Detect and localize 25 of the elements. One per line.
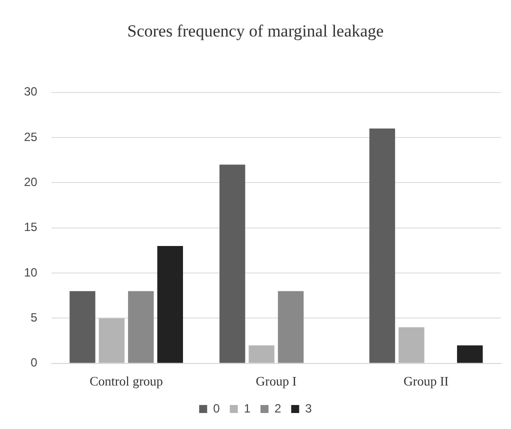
y-tick-label: 5 (30, 310, 38, 325)
legend-label: 0 (213, 401, 220, 416)
y-tick-label: 15 (24, 220, 38, 234)
y-tick-label: 30 (24, 84, 38, 99)
bar (157, 246, 183, 363)
bar (219, 164, 246, 363)
y-tick-label: 25 (24, 130, 38, 144)
bar (457, 345, 483, 363)
bar (70, 291, 96, 363)
bar (248, 345, 274, 363)
bar (128, 291, 154, 363)
bar (278, 291, 304, 363)
legend-label: 3 (305, 401, 312, 416)
y-tick-label: 0 (30, 356, 38, 370)
bar (98, 318, 125, 363)
bar (398, 327, 424, 363)
x-tick-label: Group I (256, 374, 297, 389)
x-tick-label: Group II (403, 374, 449, 389)
y-tick-label: 20 (24, 175, 38, 190)
chart-title: Scores frequency of marginal leakage (127, 22, 384, 41)
y-tick-label: 10 (24, 265, 38, 280)
legend-label: 2 (274, 401, 282, 416)
x-tick-label: Control group (90, 374, 163, 389)
legend-label: 1 (244, 401, 251, 416)
bar (369, 128, 396, 363)
